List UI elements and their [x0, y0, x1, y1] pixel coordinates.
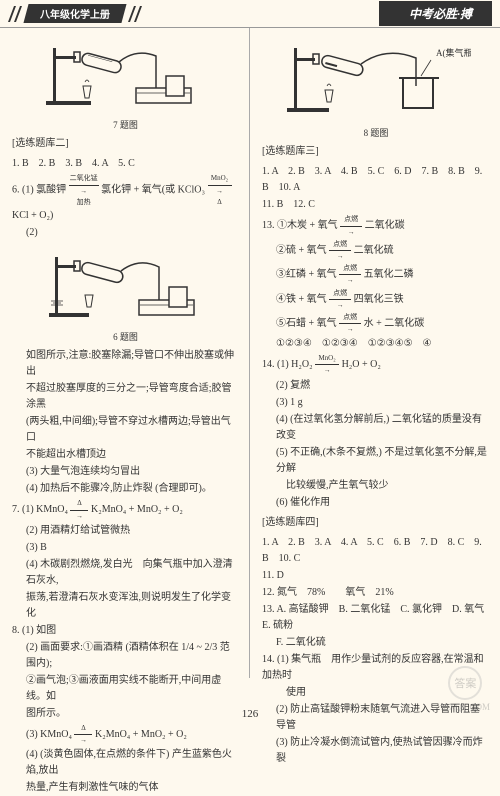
q7-4a: (4) 木碳剧烈燃烧,发白光 向集气瓶中加入澄清石灰水, [12, 557, 239, 589]
q13-5: ⑤石蜡 + 氧气 点燃→ 水 + 二氧化碳 [262, 312, 490, 335]
jar-label: A(集气瓶) [436, 47, 471, 58]
q14-5a: (5) 不正确,(木条不复燃,) 不是过氧化氢不分解,是分解 [262, 445, 490, 477]
diagram-8-caption: 8 题图 [262, 126, 490, 140]
diagram-6-caption: 6 题图 [12, 330, 239, 344]
answers-4a: 1. A 2. B 3. A 4. A 5. C 6. B 7. D 8. C … [262, 535, 490, 567]
q8-4b: 热量,产生有刺激性气味的气体 [12, 780, 239, 796]
answers-3a: 1. A 2. B 3. A 4. B 5. C 6. D 7. B 8. B … [262, 164, 490, 196]
diagram-7 [12, 38, 239, 114]
q14-2: (2) 复燃 [262, 378, 490, 394]
q13b-a: 13. A. 高锰酸钾 B. 二氧化锰 C. 氯化钾 D. 氧气 E. 硫粉 [262, 602, 490, 634]
q13b-b: F. 二氧化硫 [262, 635, 490, 651]
q14-1: 14. (1) H₂O₂ MnO₂→ H₂O + O₂ [262, 353, 490, 376]
section-4-title: [选练题库四] [262, 515, 490, 531]
section-3-title: [选练题库三] [262, 144, 490, 160]
q7-3: (3) B [12, 540, 239, 556]
q6-2-t1: 如图所示,注意:胶塞除漏;导管口不伸出胶塞或伸出 [12, 348, 239, 380]
content-columns: 7 题图 [选练题库二] 1. B 2. B 3. B 4. A 5. C 6.… [0, 28, 500, 678]
q14-5b: 比较缓慢,产生氧气较少 [262, 478, 490, 494]
right-column: A(集气瓶) 8 题图 [选练题库三] 1. A 2. B 3. A 4. B … [250, 28, 500, 678]
q7-2: (2) 用酒精灯给试管微热 [12, 523, 239, 539]
watermark-site: MXQE.COM [441, 702, 490, 712]
q8-2b: ②画气泡;③画液面用实线不能断开,中间用虚线。如 [12, 673, 239, 705]
watermark-circle: 答案 [448, 666, 482, 700]
q6-1: 6. (1) 氯酸钾 二氧化锰→加热 氯化钾 + 氧气(或 KClO₃ MnO₂… [12, 173, 239, 224]
q12b: 12. 氮气 78% 氧气 21% [262, 585, 490, 601]
diagram-7-caption: 7 题图 [12, 118, 239, 132]
page-header: 八年级化学上册 中考必胜·搏 [0, 0, 500, 28]
q6-2-t4: 不能超出水槽顶边 [12, 447, 239, 463]
page-number: 126 [0, 708, 500, 720]
section-2-title: [选练题库二] [12, 136, 239, 152]
q14b-3: (3) 防止冷凝水倒流试管内,使热试管因骤冷而炸裂 [262, 735, 490, 767]
q14-6: (6) 催化作用 [262, 495, 490, 511]
q6-2-t2: 不超过胶塞厚度的三分之一;导管弯度合适;胶管涂黑 [12, 381, 239, 413]
q13-list: ①②③④ ①②③④ ①②③④⑤ ④ [262, 336, 490, 352]
q8-4a: (4) (淡黄色固体,在点燃的条件下) 产生蓝紫色火焰,放出 [12, 747, 239, 779]
answers-4b: 11. D [262, 568, 490, 584]
q8-2a: (2) 画面要求:①画酒精 (酒精体积在 1/4 ~ 2/3 范围内); [12, 640, 239, 672]
q13-1: 13. ①木炭 + 氧气 点燃→ 二氧化碳 [262, 214, 490, 237]
grade-label: 八年级化学上册 [23, 4, 126, 23]
header-left: 八年级化学上册 [8, 4, 142, 23]
watermark: 答案 MXQE.COM [441, 666, 490, 712]
q14-3: (3) 1 g [262, 395, 490, 411]
q6-2: (2) [12, 225, 239, 241]
book-title: 中考必胜·搏 [379, 1, 492, 26]
slash-decoration-icon [128, 6, 142, 22]
q13-3: ③红磷 + 氧气 点燃→ 五氧化二磷 [262, 263, 490, 286]
answers-1: 1. B 2. B 3. B 4. A 5. C [12, 156, 239, 172]
q6-4: (4) 加热后不能骤冷,防止炸裂 (合理即可)。 [12, 481, 239, 497]
q8-1: 8. (1) 如图 [12, 623, 239, 639]
answers-3b: 11. B 12. C [262, 197, 490, 213]
q8-3: (3) KMnO₄ Δ→ K₂MnO₄ + MnO₂ + O₂ [12, 723, 239, 746]
q13-2: ②硫 + 氧气 点燃→ 二氧化硫 [262, 239, 490, 262]
q6-3: (3) 大量气泡连续均匀冒出 [12, 464, 239, 480]
q13-4: ④铁 + 氧气 点燃→ 四氧化三铁 [262, 288, 490, 311]
diagram-6 [12, 245, 239, 326]
q7-4b: 振荡,若澄清石灰水变浑浊,则说明发生了化学变化 [12, 590, 239, 622]
diagram-8: A(集气瓶) [262, 38, 490, 122]
left-column: 7 题图 [选练题库二] 1. B 2. B 3. B 4. A 5. C 6.… [0, 28, 250, 678]
q7-1: 7. (1) KMnO₄ Δ→ K₂MnO₄ + MnO₂ + O₂ [12, 498, 239, 521]
q14-4: (4) (在过氧化氢分解前后,) 二氧化锰的质量没有改变 [262, 412, 490, 444]
slash-decoration-icon [8, 6, 22, 22]
q6-2-t3: (两头粗,中间细);导管不穿过水槽两边;导管出气口 [12, 414, 239, 446]
